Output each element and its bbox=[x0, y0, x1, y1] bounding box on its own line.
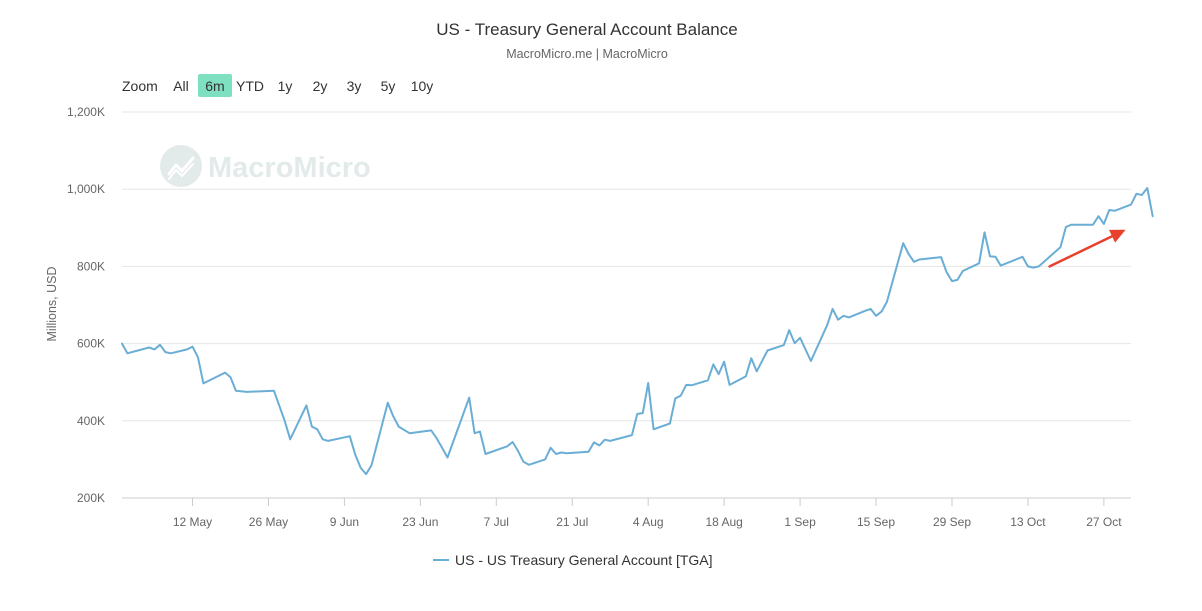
zoom-button-6m[interactable]: 6m bbox=[198, 74, 232, 97]
annotation-arrow-shaft bbox=[1048, 235, 1114, 268]
zoom-button-label: 10y bbox=[411, 78, 434, 94]
y-axis: 200K 400K 600K 800K 1,000K 1,200K bbox=[67, 105, 105, 505]
x-tick-label: 1 Sep bbox=[784, 515, 816, 529]
x-tick-label: 7 Jul bbox=[484, 515, 509, 529]
x-tick-label: 12 May bbox=[173, 515, 212, 529]
x-tick-label: 27 Oct bbox=[1086, 515, 1122, 529]
x-tick-label: 29 Sep bbox=[933, 515, 971, 529]
series-line-tga[interactable] bbox=[121, 187, 1154, 476]
zoom-button-label: 2y bbox=[313, 78, 328, 94]
annotation-layer bbox=[1048, 229, 1126, 268]
legend-series-label[interactable]: US - US Treasury General Account [TGA] bbox=[455, 552, 713, 568]
annotation-arrow-head-icon bbox=[1109, 229, 1126, 243]
chart-subtitle: MacroMicro.me | MacroMicro bbox=[506, 47, 668, 61]
y-tick-label: 800K bbox=[77, 259, 105, 273]
legend[interactable]: US - US Treasury General Account [TGA] bbox=[433, 552, 713, 568]
zoom-label: Zoom bbox=[122, 78, 158, 94]
y-tick-label: 200K bbox=[77, 491, 105, 505]
zoom-button-group: All 6m YTD 1y 2y 3y 5y 10y bbox=[173, 74, 433, 97]
watermark-logo-icon bbox=[160, 145, 202, 187]
zoom-button-3y[interactable]: 3y bbox=[347, 78, 362, 94]
x-tick-label: 9 Jun bbox=[330, 515, 359, 529]
zoom-button-label: All bbox=[173, 78, 189, 94]
y-tick-label: 1,000K bbox=[67, 182, 105, 196]
zoom-button-all[interactable]: All bbox=[173, 78, 189, 94]
y-tick-label: 1,200K bbox=[67, 105, 105, 119]
zoom-button-1y[interactable]: 1y bbox=[278, 78, 293, 94]
x-tick-label: 21 Jul bbox=[556, 515, 588, 529]
chart-title: US - Treasury General Account Balance bbox=[436, 20, 737, 39]
zoom-button-5y[interactable]: 5y bbox=[381, 78, 396, 94]
series-layer bbox=[121, 187, 1154, 476]
x-axis: 12 May 26 May 9 Jun 23 Jun 7 Jul 21 Jul 4 Aug 1… bbox=[122, 497, 1131, 529]
zoom-button-label: 6m bbox=[205, 78, 224, 94]
zoom-button-2y[interactable]: 2y bbox=[313, 78, 328, 94]
x-tick-label: 26 May bbox=[249, 515, 288, 529]
zoom-button-label: 3y bbox=[347, 78, 362, 94]
watermark: MacroMicro bbox=[160, 145, 371, 187]
zoom-controls: Zoom All 6m YTD 1y 2y 3y 5y 10y bbox=[122, 74, 433, 97]
x-tick-label: 15 Sep bbox=[857, 515, 895, 529]
zoom-button-label: 1y bbox=[278, 78, 293, 94]
x-tick-label: 4 Aug bbox=[633, 515, 664, 529]
x-tick-label: 23 Jun bbox=[402, 515, 438, 529]
zoom-button-10y[interactable]: 10y bbox=[411, 78, 434, 94]
x-tick-label: 13 Oct bbox=[1010, 515, 1046, 529]
zoom-button-selected-bg bbox=[198, 74, 232, 97]
watermark-text: MacroMicro bbox=[208, 152, 371, 184]
y-tick-label: 400K bbox=[77, 414, 105, 428]
zoom-button-ytd[interactable]: YTD bbox=[236, 78, 264, 94]
zoom-button-label: 5y bbox=[381, 78, 396, 94]
zoom-button-label: YTD bbox=[236, 78, 264, 94]
x-tick-label: 18 Aug bbox=[705, 515, 742, 529]
y-tick-label: 600K bbox=[77, 337, 105, 351]
y-axis-title: Millions, USD bbox=[45, 266, 59, 341]
